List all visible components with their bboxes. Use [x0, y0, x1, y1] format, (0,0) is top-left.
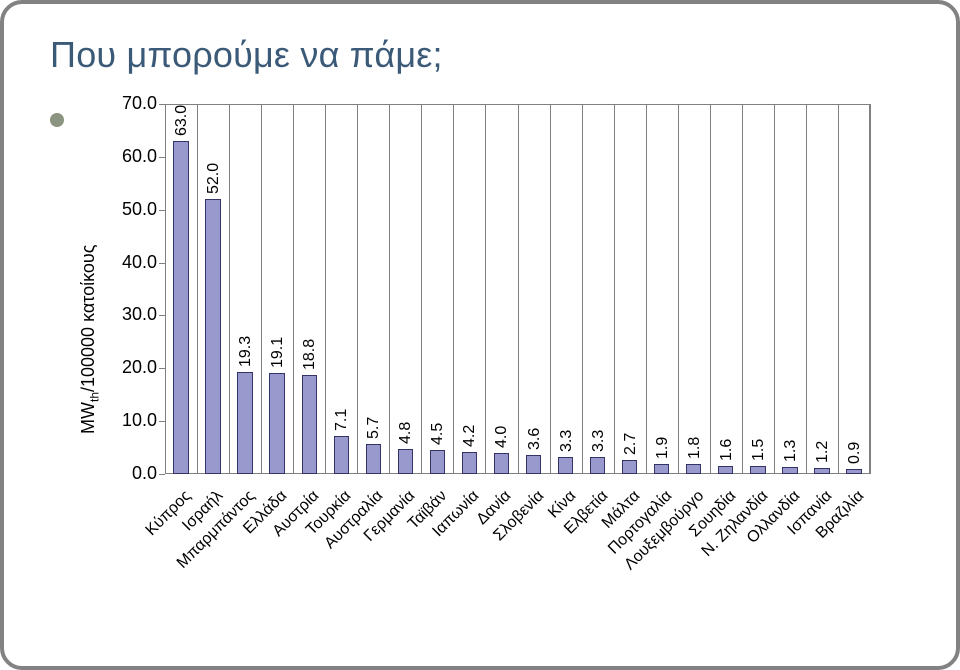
y-tick-label: 20.0 — [109, 357, 157, 378]
grid-vertical — [550, 104, 551, 474]
grid-vertical — [870, 104, 871, 474]
bar-value-label: 19.3 — [238, 336, 254, 367]
bar — [590, 457, 605, 474]
grid-vertical — [389, 104, 390, 474]
grid-vertical — [357, 104, 358, 474]
bar-value-label: 3.6 — [527, 428, 543, 450]
grid-vertical — [774, 104, 775, 474]
bar — [366, 444, 381, 474]
grid-vertical — [229, 104, 230, 474]
bar — [814, 468, 829, 474]
bar — [718, 466, 733, 474]
bar — [430, 450, 445, 474]
bar — [846, 469, 861, 474]
bar — [654, 464, 669, 474]
bar-value-label: 1.6 — [719, 438, 735, 460]
y-tick-label: 10.0 — [109, 410, 157, 431]
bar — [173, 141, 188, 474]
bar-value-label: 4.0 — [494, 426, 510, 448]
bar-value-label: 2.7 — [623, 432, 639, 454]
chart-area: MWth/100000 κατοίκους 0.0 10.0 20.0 30.0 40.… — [50, 94, 890, 614]
grid-vertical — [646, 104, 647, 474]
grid-vertical — [614, 104, 615, 474]
grid-vertical — [838, 104, 839, 474]
grid-vertical — [293, 104, 294, 474]
bar — [205, 199, 220, 474]
bar-value-label: 52.0 — [206, 163, 222, 194]
bar — [302, 375, 317, 474]
bar — [558, 457, 573, 474]
bar-value-label: 19.1 — [270, 337, 286, 368]
bar-value-label: 1.9 — [655, 437, 671, 459]
bar — [750, 466, 765, 474]
bar-value-label: 7.1 — [334, 409, 350, 431]
y-tick-label: 40.0 — [109, 252, 157, 273]
bar — [494, 453, 509, 474]
bar-value-label: 63.0 — [174, 105, 190, 136]
bar — [237, 372, 252, 474]
bar-value-label: 4.2 — [462, 425, 478, 447]
y-axis-label: MWth/100000 κατοίκους — [78, 245, 102, 434]
bar-value-label: 4.5 — [430, 423, 446, 445]
slide-title: Που μπορούμε να πάμε; — [50, 34, 910, 76]
bar — [622, 460, 637, 474]
bar-value-label: 4.8 — [398, 421, 414, 443]
y-tick-label: 30.0 — [109, 304, 157, 325]
bar-value-label: 0.9 — [847, 442, 863, 464]
grid-vertical — [518, 104, 519, 474]
bar — [686, 464, 701, 474]
bar — [782, 467, 797, 474]
slide-frame: Που μπορούμε να πάμε; MWth/100000 κατοίκ… — [0, 0, 960, 670]
y-tick-mark — [159, 474, 165, 475]
bar-value-label: 1.8 — [687, 437, 703, 459]
bar — [269, 373, 284, 474]
bar-value-label: 5.7 — [366, 417, 382, 439]
grid-vertical — [197, 104, 198, 474]
grid-vertical — [453, 104, 454, 474]
y-tick-label: 70.0 — [109, 93, 157, 114]
y-tick-label: 0.0 — [109, 463, 157, 484]
bar-value-label: 3.3 — [559, 429, 575, 451]
bar — [462, 452, 477, 474]
bar-value-label: 1.5 — [751, 439, 767, 461]
grid-vertical — [710, 104, 711, 474]
y-tick-label: 60.0 — [109, 146, 157, 167]
grid-vertical — [325, 104, 326, 474]
bar — [398, 449, 413, 474]
grid-vertical — [261, 104, 262, 474]
bar-value-label: 3.3 — [591, 429, 607, 451]
grid-vertical — [421, 104, 422, 474]
grid-vertical — [165, 104, 166, 474]
bar — [526, 455, 541, 474]
grid-vertical — [742, 104, 743, 474]
grid-vertical — [582, 104, 583, 474]
grid-vertical — [806, 104, 807, 474]
bar-value-label: 1.2 — [815, 440, 831, 462]
y-tick-label: 50.0 — [109, 199, 157, 220]
grid-vertical — [485, 104, 486, 474]
bar-value-label: 1.3 — [783, 440, 799, 462]
bar-value-label: 18.8 — [302, 338, 318, 369]
bar — [334, 436, 349, 474]
grid-vertical — [678, 104, 679, 474]
